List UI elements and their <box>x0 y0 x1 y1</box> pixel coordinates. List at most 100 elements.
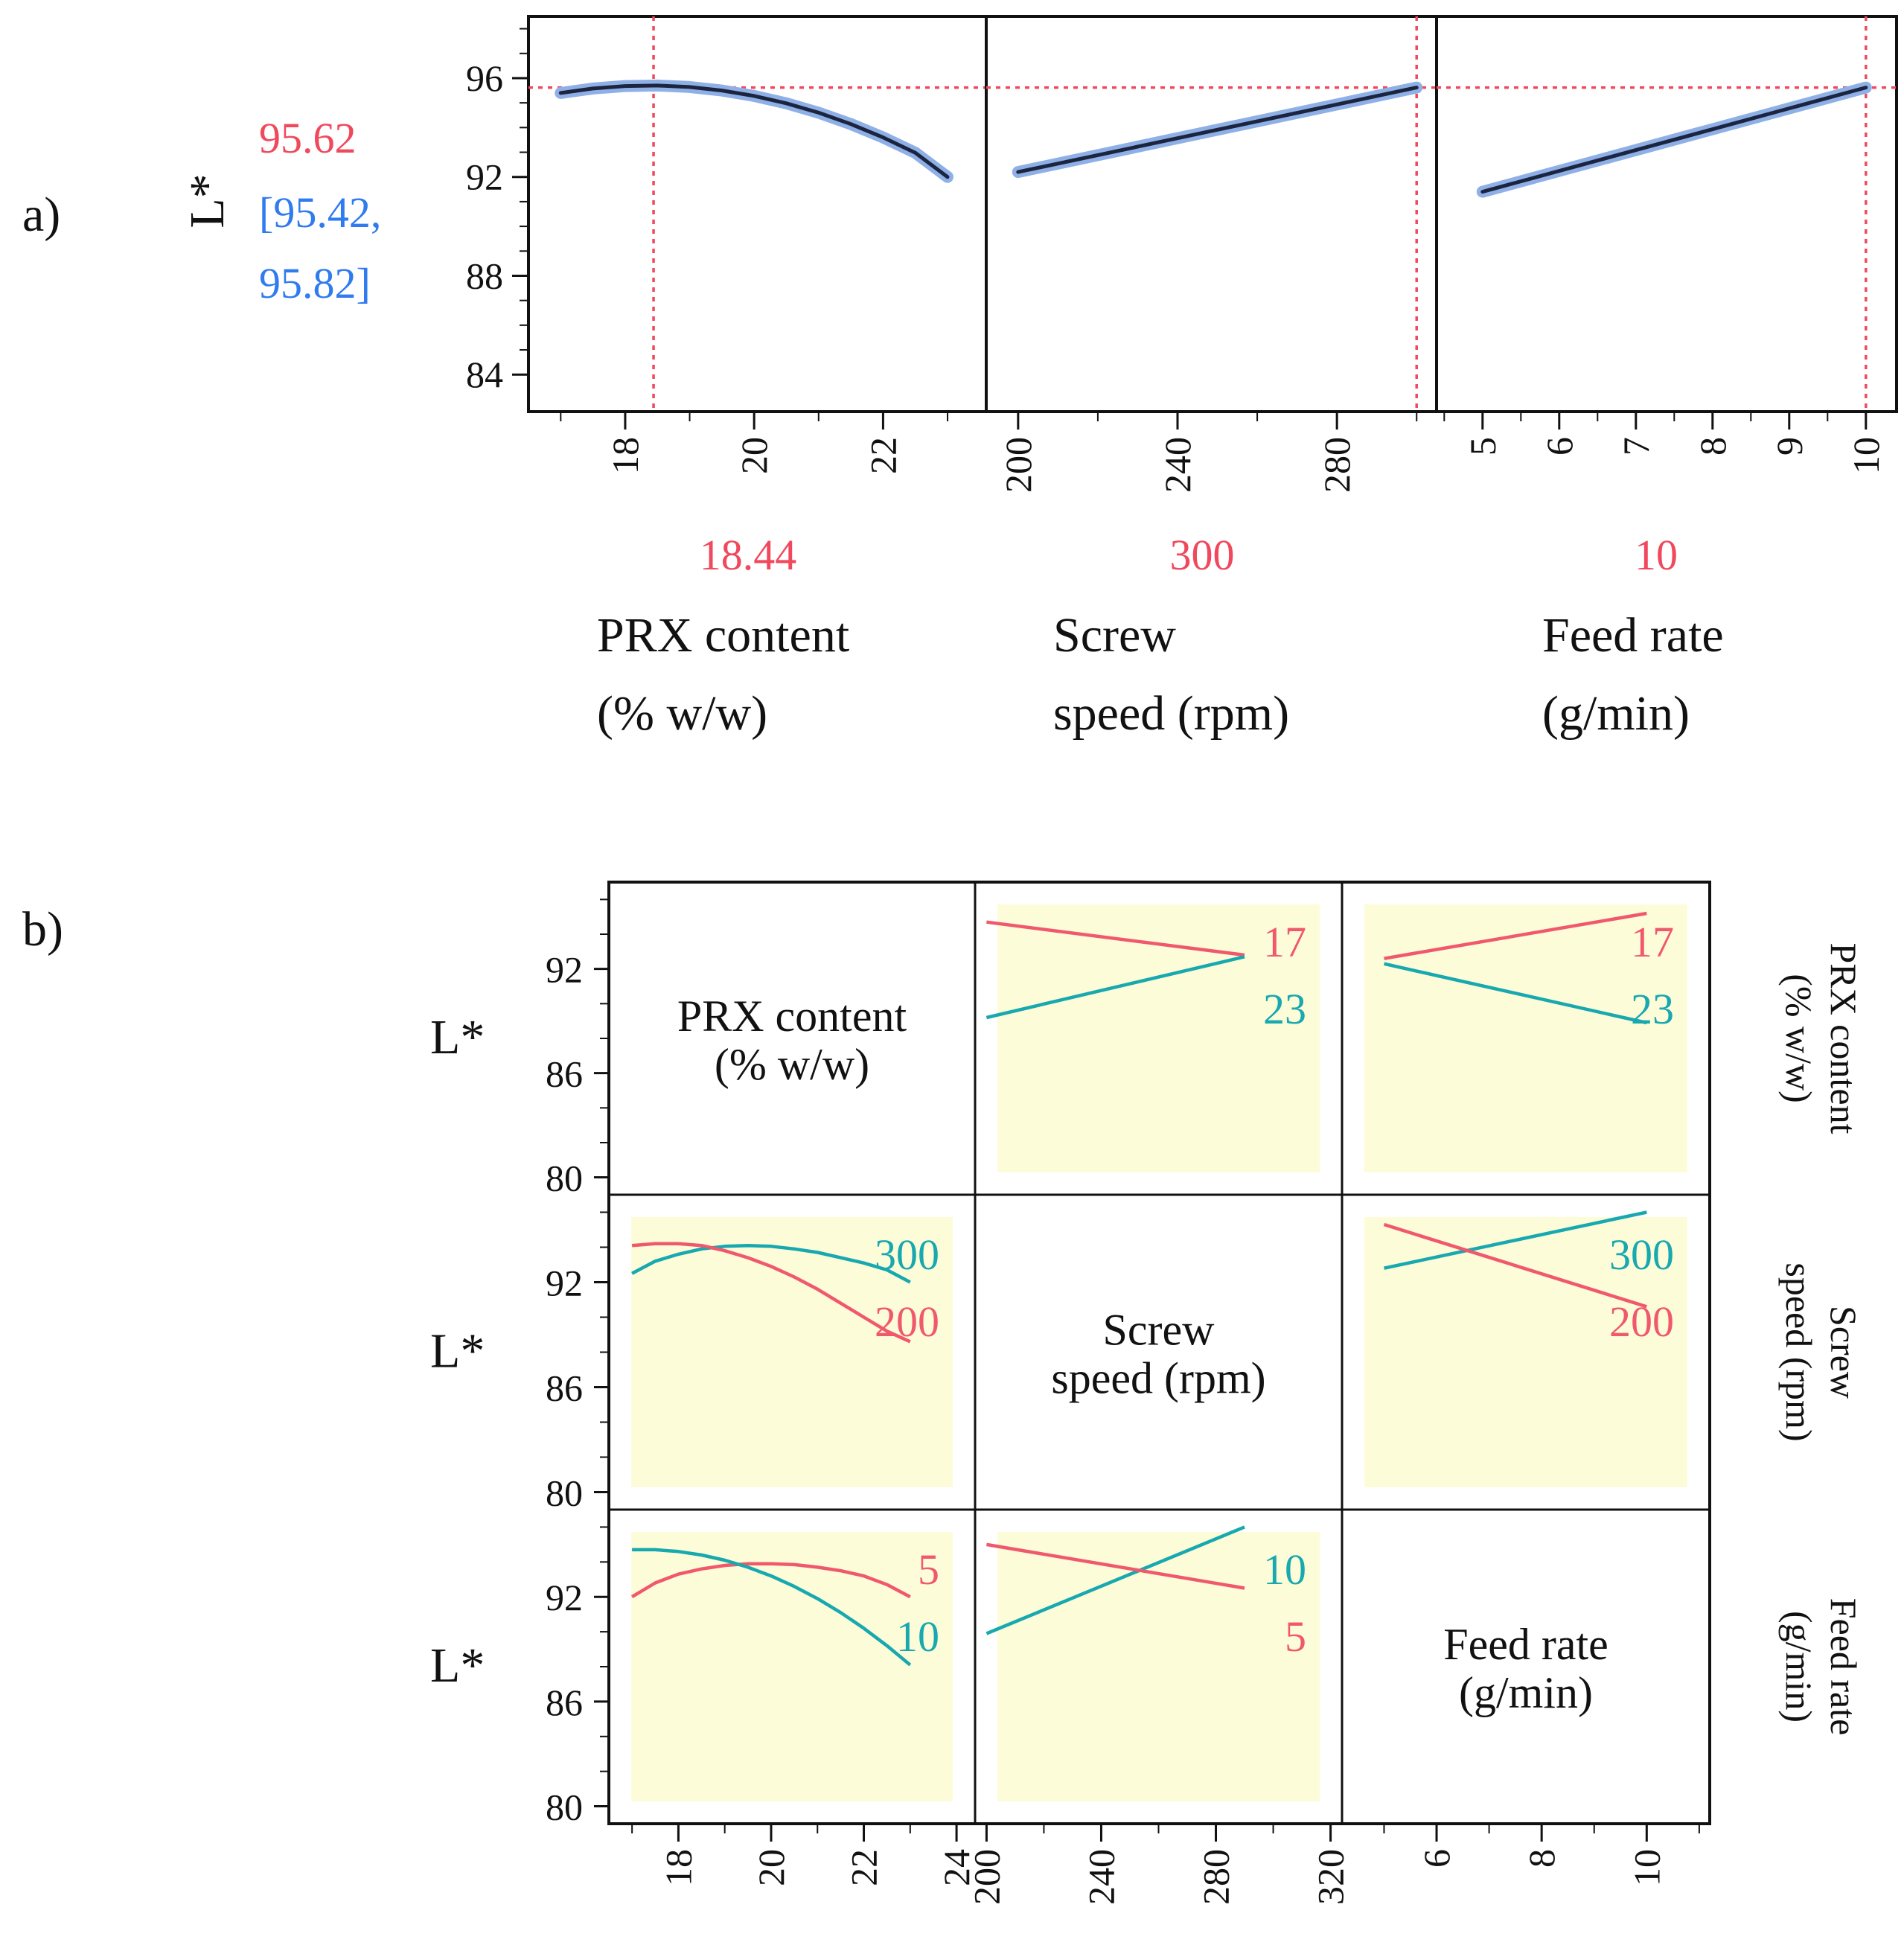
interaction-series-label: 17 <box>1631 918 1674 966</box>
factor-name-line2: (% w/w) <box>597 686 767 741</box>
x-tick-label: 7 <box>1615 437 1657 456</box>
interaction-series-line <box>986 920 1245 957</box>
x-tick-label: 8 <box>1521 1849 1562 1868</box>
interaction-series-line <box>631 1243 911 1284</box>
diagonal-factor-name-line2: (% w/w) <box>715 1040 869 1089</box>
x-tick-label: 240 <box>1080 1849 1122 1905</box>
prediction-line <box>558 83 950 179</box>
panel-a-ylabel: L* <box>180 173 234 228</box>
col-x-axis-1: 200 240 280 320 <box>965 1824 1352 1905</box>
diagonal-factor-name-line2: (g/min) <box>1459 1668 1593 1717</box>
factor-name-line2: (g/min) <box>1542 686 1690 741</box>
prediction-line <box>1480 86 1868 194</box>
interaction-series-label: 5 <box>918 1545 939 1594</box>
row-y-label: L* <box>430 1324 485 1379</box>
y-tick-label: 96 <box>466 57 503 99</box>
x-tick-label: 22 <box>843 1849 885 1886</box>
y-tick-label: 86 <box>546 1682 583 1723</box>
interaction-series-label: 200 <box>1609 1297 1674 1346</box>
y-tick-label: 92 <box>546 1577 583 1618</box>
factor-plot-frame <box>1435 15 1898 413</box>
diagonal-factor-name-line1: PRX content <box>677 992 907 1041</box>
x-tick-label: 10 <box>1845 437 1887 474</box>
factor-plot-0: 18 20 22 <box>527 15 988 474</box>
interaction-series-line <box>1384 1210 1647 1270</box>
factor-name-line1: Screw <box>1053 608 1176 662</box>
interaction-series-label: 300 <box>1609 1230 1674 1279</box>
x-tick-label: 6 <box>1416 1849 1457 1868</box>
x-tick-label: 18 <box>604 437 646 474</box>
factor-plot-frame <box>527 15 988 413</box>
factor-current-value: 10 <box>1635 531 1678 579</box>
interaction-series-label: 200 <box>875 1297 939 1346</box>
y-tick-label: 80 <box>546 1787 583 1828</box>
x-tick-label: 240 <box>1157 437 1198 493</box>
factor-current-value: 300 <box>1170 531 1235 579</box>
interaction-series-line <box>631 1242 911 1344</box>
x-tick-label: 5 <box>1462 437 1504 456</box>
y-tick-label: 86 <box>546 1367 583 1409</box>
factor-plot-2: 5 6 7 8 9 10 <box>1435 15 1898 474</box>
confidence-interval-line2: 95.82] <box>259 259 371 307</box>
x-tick-label: 10 <box>1626 1849 1667 1886</box>
interaction-series-label: 17 <box>1263 918 1306 966</box>
row-y-label: L* <box>430 1010 485 1064</box>
interaction-plot-background <box>631 1217 953 1487</box>
y-tick-label: 88 <box>466 255 503 296</box>
x-tick-label: 9 <box>1769 437 1810 456</box>
interaction-series-label: 10 <box>896 1612 939 1661</box>
interaction-plot-2-0: 510 <box>630 1532 953 1801</box>
x-tick-label: 8 <box>1692 437 1734 456</box>
x-tick-label: 280 <box>1195 1849 1237 1905</box>
matrix-cell-2-2: Feed rate(g/min) <box>1341 1508 1711 1825</box>
row-factor-name-line1: Feed rate <box>1823 1598 1865 1736</box>
interaction-plot-background <box>997 904 1320 1172</box>
interaction-plot-background <box>631 1532 953 1801</box>
interaction-series-label: 23 <box>1263 985 1306 1033</box>
x-tick-label: 20 <box>750 1849 792 1886</box>
factor-plot-1: 200 240 280 <box>985 15 1438 493</box>
predicted-value: 95.62 <box>259 114 357 162</box>
confidence-interval-line1: [95.42, <box>259 188 381 237</box>
diagonal-factor-name-line1: Screw <box>1103 1306 1215 1355</box>
interaction-plot-background <box>1364 904 1687 1172</box>
y-tick-label: 84 <box>466 354 503 395</box>
factor-name-line2: speed (rpm) <box>1053 686 1289 741</box>
row-y-label: L* <box>430 1638 485 1693</box>
y-tick-label: 86 <box>546 1053 583 1095</box>
panel-b-label: b) <box>22 902 63 957</box>
interaction-series-label: 5 <box>1285 1612 1306 1661</box>
y-tick-label: 80 <box>546 1158 583 1199</box>
panel-a-factor-plots: 18 20 22 200 240 280 5 6 7 8 9 10 <box>527 15 1898 493</box>
row-factor-name-line2: speed (rpm) <box>1778 1262 1820 1441</box>
row-factor-name-line2: (% w/w) <box>1778 974 1820 1103</box>
row-factor-name-line1: PRX content <box>1823 943 1865 1134</box>
confidence-band <box>555 79 953 183</box>
x-tick-label: 320 <box>1310 1849 1352 1905</box>
prediction-line <box>1016 86 1419 174</box>
panel-a-y-axis: 84 88 92 96 <box>466 28 528 395</box>
y-tick-label: 92 <box>546 949 583 991</box>
interaction-plot-2-1: 105 <box>985 1525 1320 1801</box>
x-tick-label: 22 <box>862 437 904 474</box>
y-tick-label: 92 <box>546 1262 583 1304</box>
y-tick-label: 92 <box>466 156 503 198</box>
col-x-axis-0: 18 20 22 24 <box>631 1824 977 1886</box>
x-tick-label: 24 <box>936 1849 977 1886</box>
diagonal-factor-name-line2: speed (rpm) <box>1051 1354 1265 1403</box>
interaction-series-line <box>1384 911 1647 960</box>
diagonal-factor-name-line1: Feed rate <box>1443 1620 1609 1669</box>
panel-a-factor-labels: 18.44 PRX content (% w/w) 300 Screw speed (rp… <box>597 531 1724 741</box>
x-tick-label: 280 <box>1316 437 1358 493</box>
matrix-cell-0-0: PRX content(% w/w) <box>607 881 977 1196</box>
panel-a-label: a) <box>22 188 60 242</box>
interaction-series-label: 23 <box>1631 985 1674 1033</box>
x-tick-label: 200 <box>997 437 1039 493</box>
